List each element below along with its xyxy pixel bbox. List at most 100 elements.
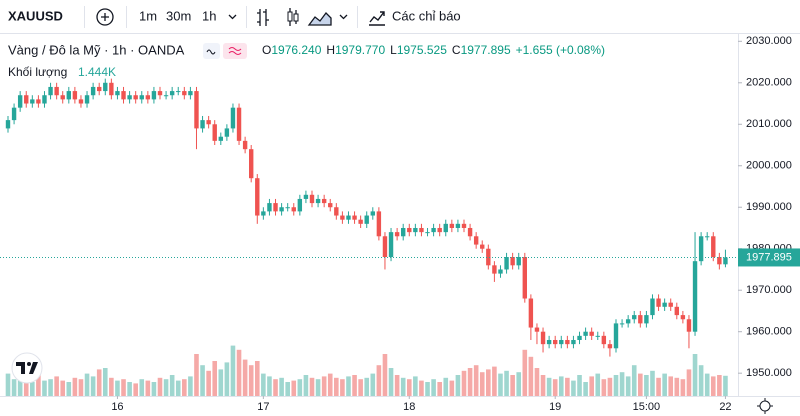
candle-body xyxy=(625,319,631,324)
volume-bar xyxy=(376,365,382,396)
candle-body xyxy=(680,315,686,320)
candle-body xyxy=(498,269,503,274)
volume-bar xyxy=(309,377,315,396)
volume-bar xyxy=(425,382,430,396)
candle-body xyxy=(638,315,643,324)
volume-bar xyxy=(151,382,157,396)
candle-body xyxy=(376,211,382,237)
candle-body xyxy=(66,91,71,100)
interval-button[interactable]: 1m xyxy=(139,8,157,23)
legend-button[interactable] xyxy=(223,43,247,59)
add-symbol-icon[interactable] xyxy=(96,8,114,26)
tradingview-logo[interactable] xyxy=(11,352,43,384)
candle-body xyxy=(705,236,710,238)
candle-body xyxy=(650,298,655,316)
volume-bar xyxy=(644,375,649,396)
candle-body xyxy=(163,95,169,97)
y-tick-label: 1950.000 xyxy=(746,367,792,379)
volume-bar xyxy=(254,361,260,396)
candle-body xyxy=(230,107,236,129)
volume-bar xyxy=(242,359,248,396)
ohlc-value: 1977.895 xyxy=(461,43,511,57)
volume-bar xyxy=(279,377,284,396)
volume-bar xyxy=(498,373,503,396)
volume-bar xyxy=(188,376,193,396)
legend-button[interactable] xyxy=(203,43,220,59)
volume-bar xyxy=(42,380,47,396)
candle-body xyxy=(212,124,217,141)
volume-bar xyxy=(102,368,108,396)
volume-bar xyxy=(194,354,199,396)
volume-bar xyxy=(182,379,187,396)
candle-body xyxy=(449,223,455,228)
volume-bar xyxy=(139,379,145,396)
volume-bar xyxy=(680,379,686,396)
candle-body xyxy=(328,203,333,208)
auto-scale-icon[interactable] xyxy=(757,398,773,414)
ohlc-key: C xyxy=(452,43,461,57)
volume-bar xyxy=(522,349,528,396)
y-tick-label: 1970.000 xyxy=(746,284,792,296)
volume-bar xyxy=(613,375,619,396)
candle-body xyxy=(571,339,576,345)
style-dropdown[interactable] xyxy=(339,14,348,20)
candle-body xyxy=(413,227,418,233)
volume-bar xyxy=(467,368,473,396)
volume-value: 1.444K xyxy=(78,65,116,79)
volume-bar xyxy=(297,379,303,396)
volume-bar xyxy=(437,382,442,396)
candle-body xyxy=(24,95,29,104)
volume-bar xyxy=(36,375,41,396)
candle-body xyxy=(565,339,570,345)
volume-bar xyxy=(261,373,266,396)
interval-button[interactable]: 1h xyxy=(202,8,216,23)
candle-body xyxy=(182,91,187,96)
candle-body xyxy=(486,248,491,266)
add-symbol-icon xyxy=(101,13,109,21)
candle-body xyxy=(717,257,722,265)
price-change: +1.655 (+0.08%) xyxy=(516,43,605,57)
interval-dropdown[interactable] xyxy=(228,14,237,20)
y-tick-label: 2020.000 xyxy=(746,77,792,89)
volume-bar xyxy=(413,376,418,396)
candle-body xyxy=(510,257,515,266)
x-tick-label: 22 xyxy=(719,401,731,413)
candle-body xyxy=(291,207,296,212)
symbol[interactable]: XAUUSD xyxy=(8,8,63,23)
volume-bar xyxy=(267,376,272,396)
area-style-icon[interactable] xyxy=(307,12,332,26)
candle-body xyxy=(668,302,673,307)
candle-body xyxy=(522,257,527,299)
candle-body xyxy=(242,140,248,150)
volume-bar xyxy=(723,375,728,396)
volume-bar xyxy=(443,377,449,396)
interval-button[interactable]: 30m xyxy=(166,8,191,23)
volume-bar xyxy=(121,379,126,396)
volume-bar xyxy=(109,377,114,396)
candle-body xyxy=(54,86,59,96)
bars-style-icon[interactable] xyxy=(257,9,269,26)
volume-bar xyxy=(334,377,339,396)
volume-bar xyxy=(668,376,674,396)
volume-bar xyxy=(84,373,90,396)
volume-bar xyxy=(72,377,78,396)
volume-bar xyxy=(534,368,540,396)
volume-bar xyxy=(236,349,242,396)
volume-bar xyxy=(388,368,394,396)
candle-body xyxy=(30,99,35,104)
volume-bar xyxy=(248,365,254,396)
volume-bar xyxy=(619,372,625,396)
indicators-icon[interactable] xyxy=(369,11,385,26)
volume-bar xyxy=(565,377,570,396)
volume-bar xyxy=(340,379,345,396)
candle-body xyxy=(528,298,534,328)
candle-body xyxy=(97,86,102,92)
volume-bar xyxy=(406,379,412,396)
volume-bar xyxy=(175,380,181,396)
volume-bar xyxy=(558,376,564,396)
volume-bar xyxy=(163,379,169,396)
volume-bar xyxy=(315,379,321,396)
indicators-button[interactable]: Các chỉ báo xyxy=(392,8,461,23)
y-tick-label: 2000.000 xyxy=(746,160,792,172)
volume-bar xyxy=(273,379,278,396)
